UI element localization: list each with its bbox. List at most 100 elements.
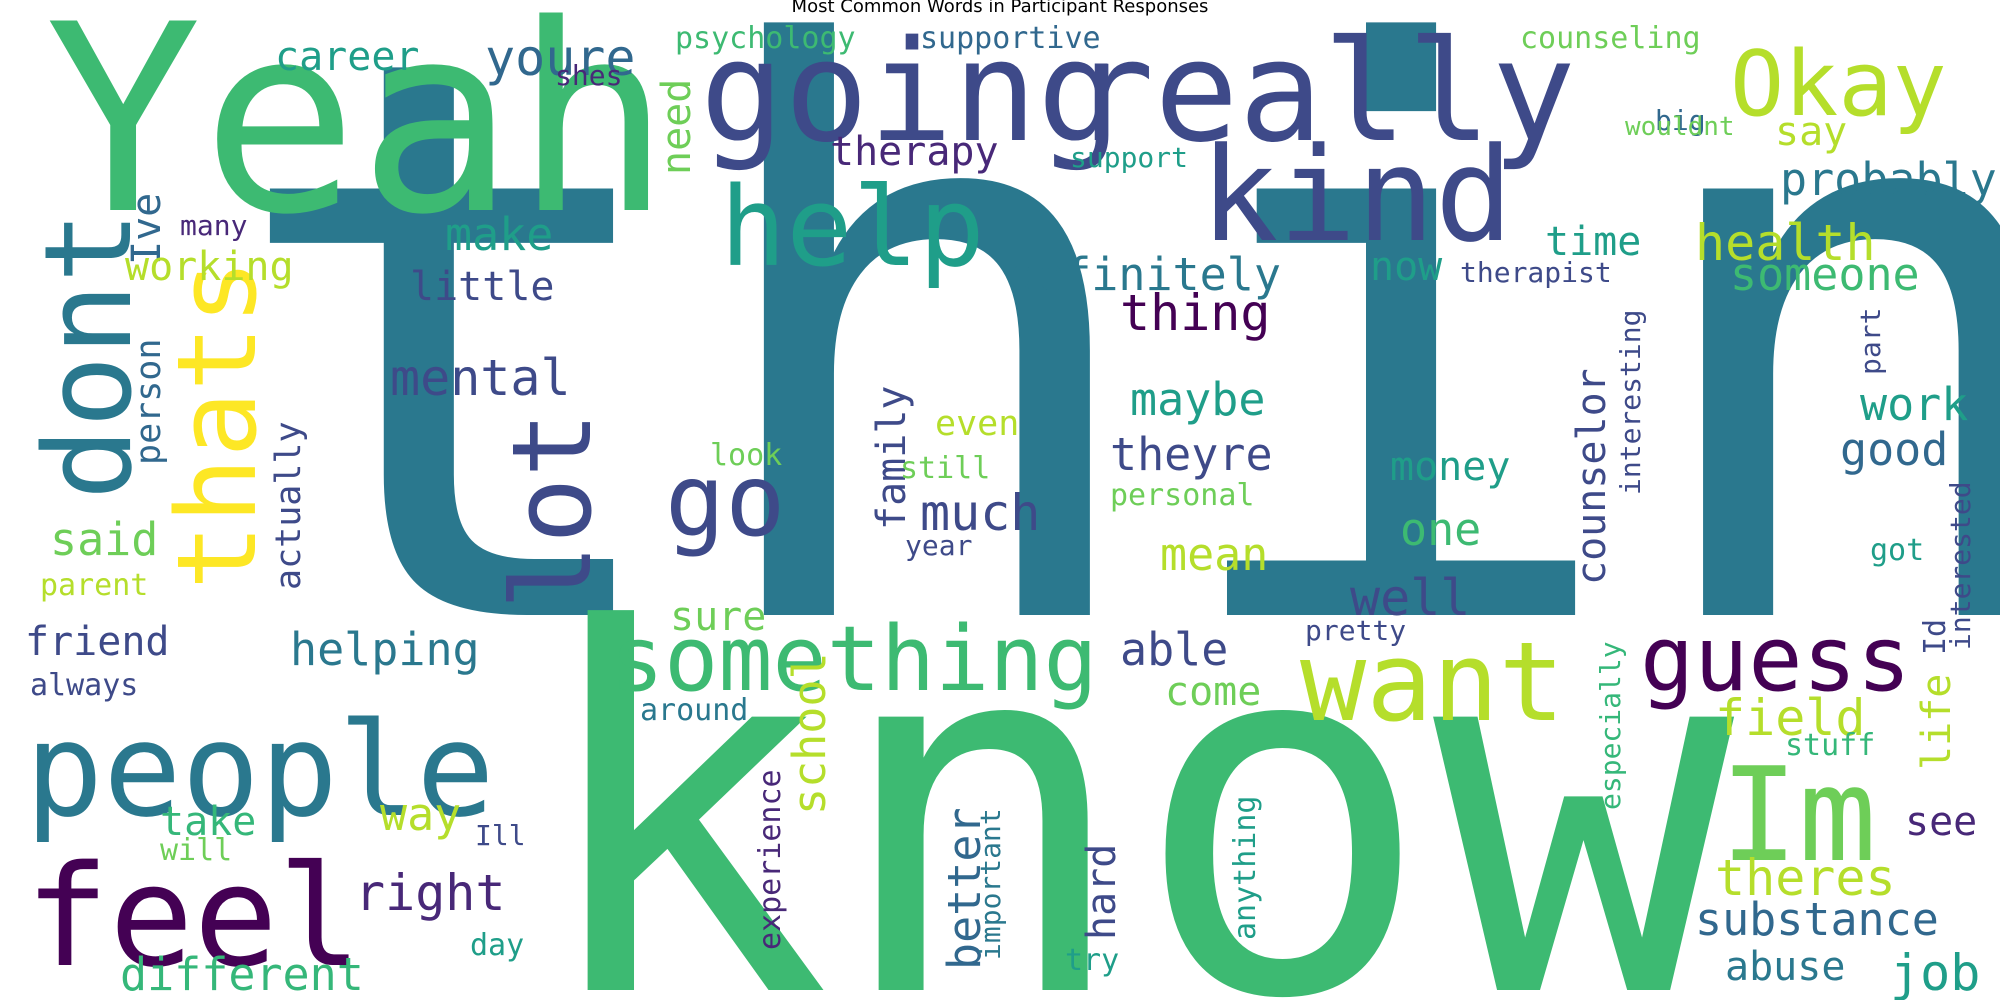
word-got: got bbox=[1870, 533, 1924, 568]
word-therapist: therapist bbox=[1460, 256, 1612, 289]
word-lot: lot bbox=[488, 411, 616, 610]
word-right: right bbox=[355, 864, 506, 922]
word-personal: personal bbox=[1110, 478, 1255, 513]
word-hard: hard bbox=[1079, 844, 1125, 940]
word-okay: Okay bbox=[1730, 32, 1947, 137]
word-help: help bbox=[720, 163, 985, 291]
word-im: Im bbox=[1720, 739, 1877, 891]
word-people: people bbox=[25, 694, 495, 846]
word-wouldnt: wouldnt bbox=[1625, 112, 1735, 142]
word-look: look bbox=[710, 438, 782, 473]
word-field: field bbox=[1715, 689, 1866, 747]
word-interested: interested bbox=[1944, 481, 1977, 650]
word-dont: dont bbox=[20, 211, 159, 500]
word-day: day bbox=[470, 928, 524, 963]
word-youre: youre bbox=[485, 29, 636, 87]
word-better: better bbox=[938, 807, 991, 970]
word-therapy: therapy bbox=[830, 129, 999, 175]
word-say: say bbox=[1775, 109, 1847, 155]
word-something: something bbox=[610, 607, 1098, 712]
word-abuse: abuse bbox=[1725, 944, 1845, 990]
word-said: said bbox=[50, 513, 158, 566]
word-thing: thing bbox=[1120, 284, 1271, 342]
word-guess: guess bbox=[1640, 607, 1911, 712]
word-sure: sure bbox=[670, 594, 766, 640]
word-working: working bbox=[125, 244, 294, 290]
word-much: much bbox=[920, 484, 1040, 542]
word-career: career bbox=[275, 34, 420, 80]
word-want: want bbox=[1300, 618, 1565, 746]
word-support: support bbox=[1070, 141, 1188, 174]
word-pretty: pretty bbox=[1305, 614, 1406, 647]
word-well: well bbox=[1350, 569, 1470, 627]
word-try: try bbox=[1065, 943, 1119, 978]
word-probably: probably bbox=[1780, 153, 1997, 206]
word-shes: shes bbox=[555, 59, 622, 92]
word-job: job bbox=[1890, 944, 1980, 1000]
word-thats: thats bbox=[153, 259, 281, 590]
word-important: important bbox=[974, 808, 1007, 960]
word-make: make bbox=[445, 208, 553, 261]
word-come: come bbox=[1165, 669, 1261, 715]
word-time: time bbox=[1545, 219, 1641, 265]
word-life: life bbox=[1914, 674, 1960, 770]
word-stuff: stuff bbox=[1785, 728, 1875, 763]
word-theyre: theyre bbox=[1110, 428, 1273, 481]
word-interesting: interesting bbox=[1614, 310, 1647, 495]
word-helping: helping bbox=[290, 623, 480, 676]
chart-title: Most Common Words in Participant Respons… bbox=[791, 0, 1209, 17]
word-ive: Ive bbox=[124, 193, 170, 265]
word-yeah: Yeah bbox=[45, 0, 671, 272]
word-going: going bbox=[700, 11, 1121, 174]
word-one: one bbox=[1400, 503, 1481, 556]
word-take: take bbox=[160, 799, 256, 845]
word-part: part bbox=[1854, 308, 1887, 375]
word-way: way bbox=[380, 788, 461, 841]
word-different: different bbox=[120, 948, 364, 1000]
word-kind: kind bbox=[1200, 119, 1513, 271]
word-really: really bbox=[1070, 11, 1576, 174]
word-definitely: definitely bbox=[1010, 248, 1281, 301]
word-ill: Ill bbox=[475, 819, 526, 852]
word-mental: mental bbox=[390, 349, 571, 407]
word-go: go bbox=[665, 442, 785, 559]
word-substance: substance bbox=[1695, 893, 1939, 946]
word-school: school bbox=[783, 652, 836, 815]
word-friend: friend bbox=[25, 619, 170, 665]
word-counselor: counselor bbox=[1569, 368, 1615, 585]
word-able: able bbox=[1120, 623, 1228, 676]
word-little: little bbox=[410, 264, 555, 310]
word-good: good bbox=[1840, 423, 1948, 476]
word-person: person bbox=[129, 339, 169, 465]
word-will: will bbox=[160, 833, 232, 868]
word-mean: mean bbox=[1160, 528, 1268, 581]
word-especially: especially bbox=[1594, 641, 1627, 810]
word-anything: anything bbox=[1228, 796, 1263, 941]
word-year: year bbox=[905, 529, 972, 562]
word-money: money bbox=[1390, 444, 1510, 490]
word-around: around bbox=[640, 693, 748, 728]
word-many: many bbox=[180, 209, 247, 242]
word-work: work bbox=[1860, 378, 1968, 431]
word-feel: feel bbox=[25, 836, 362, 999]
word-supportive: supportive bbox=[920, 21, 1101, 56]
word-see: see bbox=[1905, 799, 1977, 845]
word-always: always bbox=[30, 668, 138, 703]
word-big: big bbox=[1655, 104, 1706, 137]
word-family: family bbox=[869, 386, 915, 531]
word-maybe: maybe bbox=[1130, 373, 1265, 426]
word-still: still bbox=[900, 451, 990, 486]
word-actually: actually bbox=[269, 421, 309, 590]
word-id: Id bbox=[1918, 619, 1953, 655]
word-someone: someone bbox=[1730, 248, 1920, 301]
word-counseling: counseling bbox=[1520, 21, 1701, 56]
word-parent: parent bbox=[40, 568, 148, 603]
word-now: now bbox=[1370, 244, 1443, 290]
word-theres: theres bbox=[1715, 849, 1896, 907]
word-need: need bbox=[654, 79, 700, 175]
word-experience: experience bbox=[753, 769, 788, 950]
word-health: health bbox=[1695, 214, 1876, 272]
word-even: even bbox=[935, 404, 1019, 444]
